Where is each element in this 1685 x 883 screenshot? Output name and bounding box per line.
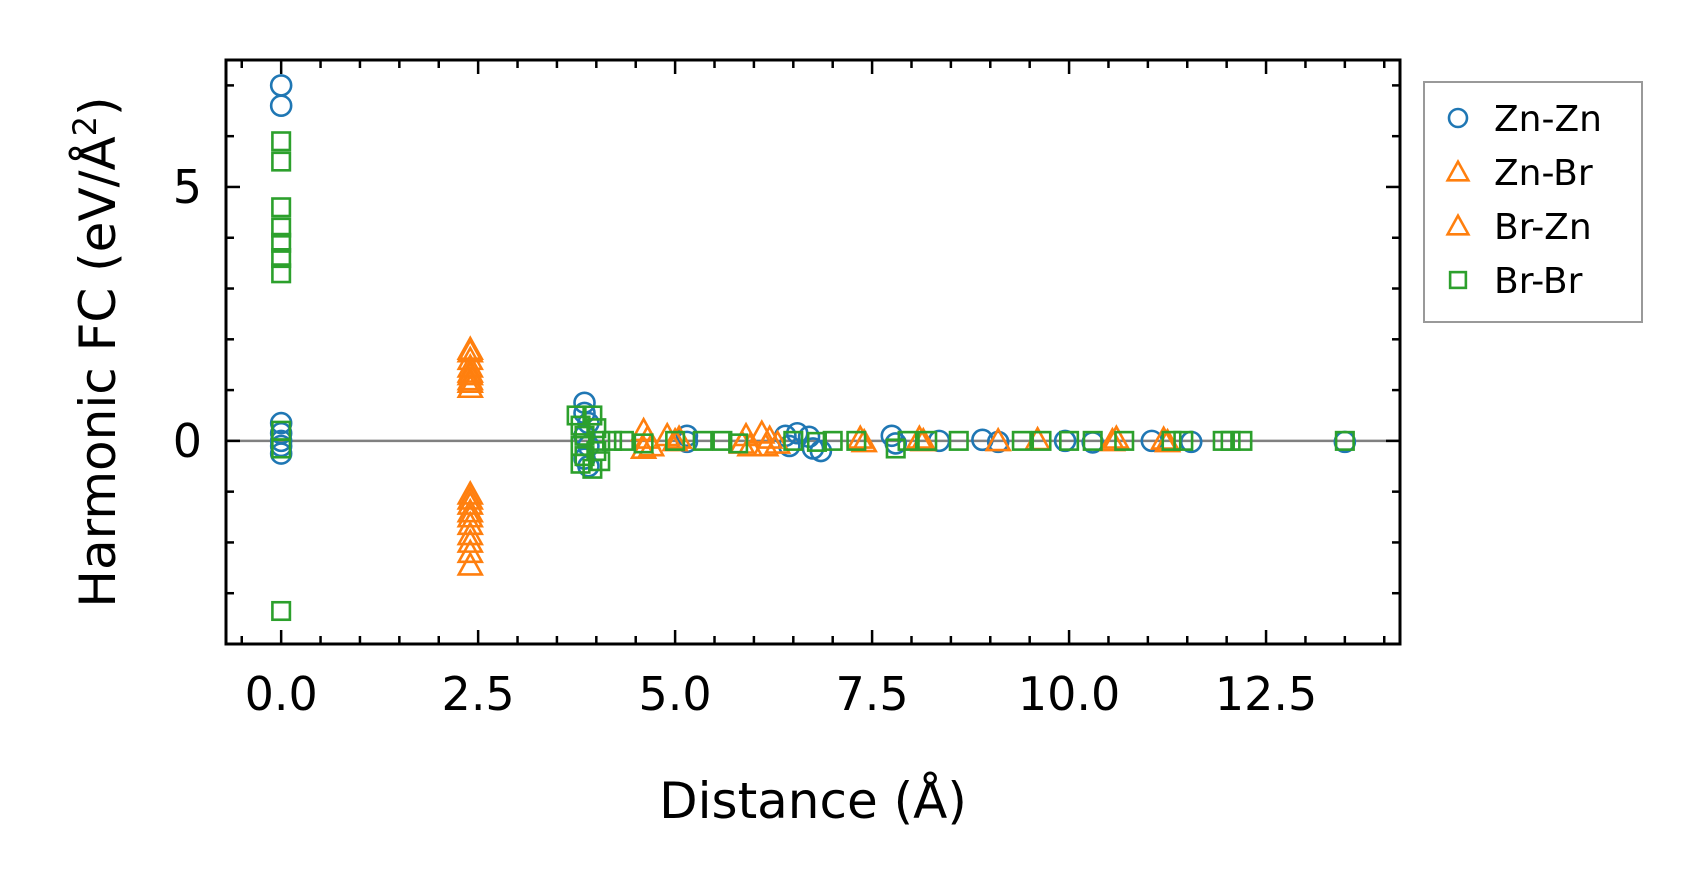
br-br-point <box>1220 430 1241 451</box>
zn-br-point <box>984 426 1012 452</box>
br-br-point <box>728 433 749 454</box>
y-axis-label-superscript: 2 <box>66 116 104 136</box>
zn-br-point <box>456 520 484 546</box>
br-br-point <box>271 131 292 152</box>
br-br-point <box>271 263 292 284</box>
legend-zn-zn-marker <box>1447 107 1469 129</box>
br-br-point <box>1059 430 1080 451</box>
br-zn-point <box>850 427 878 453</box>
legend: Zn-Zn Zn-Br Br-Zn Br-Br <box>1423 81 1643 323</box>
br-br-point <box>1334 430 1355 451</box>
x-tick-label: 12.5 <box>1215 667 1317 721</box>
br-br-point <box>783 430 804 451</box>
y-tick-label: 5 <box>173 160 202 214</box>
x-tick-label: 0.0 <box>245 667 318 721</box>
br-br-point <box>590 430 611 451</box>
legend-zn-br-entry: Zn-Br <box>1445 153 1593 194</box>
br-br-point <box>602 430 623 451</box>
x-tick-label: 10.0 <box>1018 667 1120 721</box>
legend-br-br-label: Br-Br <box>1494 261 1583 302</box>
y-tick-label: 0 <box>173 414 202 468</box>
br-zn-point <box>456 497 484 523</box>
br-br-point <box>613 430 634 451</box>
zn-zn-point <box>675 424 699 448</box>
x-tick-label: 5.0 <box>639 667 712 721</box>
br-br-point <box>582 458 603 479</box>
br-br-point <box>1173 430 1194 451</box>
br-zn-point <box>456 538 484 564</box>
br-br-point <box>692 430 713 451</box>
tick-marks <box>226 60 1400 646</box>
x-tick-label: 7.5 <box>836 667 909 721</box>
br-br-point <box>846 430 867 451</box>
br-br-point <box>570 453 591 474</box>
legend-br-zn-marker <box>1445 212 1471 236</box>
br-br-point <box>948 430 969 451</box>
legend-box <box>1423 81 1643 323</box>
legend-br-br-marker <box>1448 270 1468 290</box>
br-zn-point <box>456 551 484 576</box>
br-br-point <box>271 232 292 253</box>
x-tick-label: 2.5 <box>442 667 515 721</box>
legend-zn-zn-label: Zn-Zn <box>1494 99 1602 140</box>
legend-zn-zn-entry: Zn-Zn <box>1447 99 1602 140</box>
br-zn-point <box>637 431 666 457</box>
br-br-point <box>271 600 292 622</box>
br-br-point <box>633 433 654 454</box>
br-br-point <box>586 418 607 439</box>
br-br-point <box>271 217 292 238</box>
br-br-point <box>917 430 938 451</box>
zn-zn-point <box>269 94 293 118</box>
br-zn-point <box>456 358 484 383</box>
br-br-point <box>1232 430 1253 451</box>
legend-zn-br-label: Zn-Br <box>1494 153 1593 194</box>
br-zn-point <box>1098 426 1127 452</box>
br-zn-point <box>752 431 780 457</box>
br-br-point <box>1161 430 1182 451</box>
br-zn-point <box>456 485 484 510</box>
br-br-point <box>1011 430 1032 451</box>
legend-br-zn-label: Br-Zn <box>1494 207 1592 248</box>
br-zn-point <box>456 368 484 393</box>
br-br-point <box>897 430 918 451</box>
br-br-point <box>271 197 292 218</box>
y-axis-label: Harmonic FC (eV/Å2) <box>66 96 127 607</box>
br-br-point <box>582 405 603 426</box>
zn-zn-point <box>269 74 293 97</box>
br-br-point <box>566 405 587 426</box>
br-br-point <box>271 248 292 269</box>
zn-br-point <box>456 510 484 536</box>
legend-zn-br-marker <box>1445 158 1471 182</box>
zn-br-point <box>456 373 484 399</box>
zn-br-point <box>736 431 764 457</box>
br-br-point <box>271 438 292 459</box>
plot-frame <box>224 58 1402 646</box>
br-br-point <box>822 430 843 451</box>
br-br-point <box>806 431 827 452</box>
zn-br-point <box>456 502 484 528</box>
br-br-point <box>712 430 733 451</box>
data-points <box>269 74 1357 622</box>
br-br-point <box>570 415 591 436</box>
x-axis-label: Distance (Å) <box>659 772 967 830</box>
br-br-point <box>1082 430 1103 451</box>
br-br-point <box>1031 430 1052 451</box>
br-br-point <box>1114 430 1135 451</box>
br-br-point <box>665 430 686 451</box>
br-br-point <box>271 151 292 172</box>
legend-br-br-entry: Br-Br <box>1448 261 1583 302</box>
legend-br-zn-entry: Br-Zn <box>1445 207 1592 248</box>
